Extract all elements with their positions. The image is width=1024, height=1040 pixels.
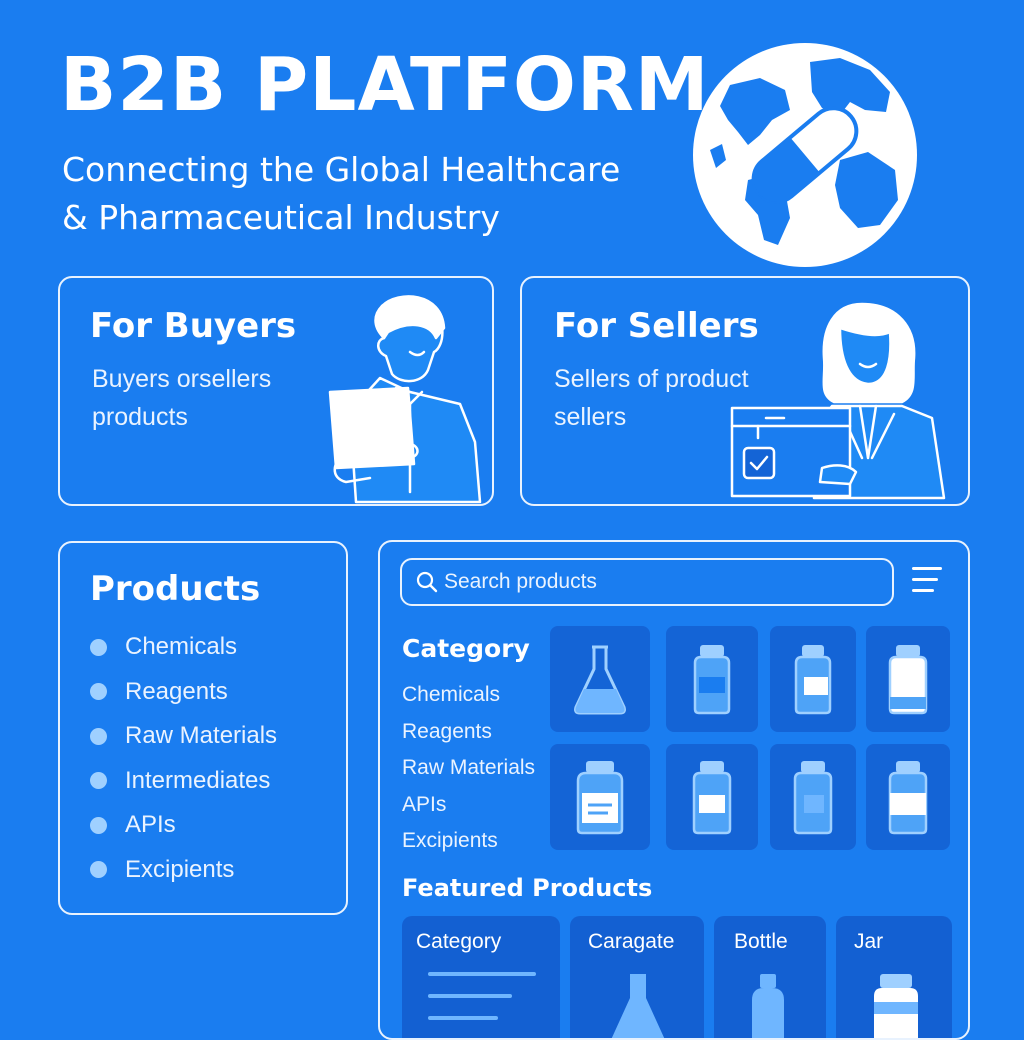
list-item[interactable]: Intermediates bbox=[90, 759, 277, 804]
bottle-icon bbox=[793, 761, 833, 835]
list-item[interactable]: Raw Materials bbox=[90, 714, 277, 759]
featured-card[interactable]: Category bbox=[402, 916, 560, 1038]
products-list: Chemicals Reagents Raw Materials Interme… bbox=[90, 625, 277, 892]
jar-icon bbox=[874, 974, 918, 1038]
bottle-icon bbox=[752, 974, 784, 1038]
featured-card-label: Jar bbox=[854, 930, 884, 953]
list-item[interactable]: APIs bbox=[90, 803, 277, 848]
page-title: B2B PLATFORM bbox=[60, 42, 710, 128]
list-item[interactable]: Chemicals bbox=[90, 625, 277, 670]
catalog-panel: Search products Category Chemicals Reage… bbox=[378, 540, 970, 1040]
product-tile[interactable] bbox=[666, 626, 758, 732]
product-tile[interactable] bbox=[866, 744, 950, 850]
product-item-label: Reagents bbox=[125, 677, 228, 705]
product-tile[interactable] bbox=[666, 744, 758, 850]
product-item-label: Chemicals bbox=[125, 633, 238, 661]
flask-icon bbox=[611, 974, 665, 1038]
bullet-icon bbox=[90, 816, 107, 834]
category-heading: Category bbox=[402, 634, 530, 663]
list-item[interactable]: Reagents bbox=[90, 670, 277, 715]
bottle-icon bbox=[794, 645, 832, 715]
category-list: Chemicals Reagents Raw Materials APIs Ex… bbox=[402, 677, 535, 860]
buyers-desc-line-2: products bbox=[92, 403, 188, 431]
category-item[interactable]: Raw Materials bbox=[402, 756, 536, 779]
featured-card-label: Bottle bbox=[734, 930, 788, 953]
bottle-icon bbox=[576, 761, 624, 835]
menu-icon[interactable] bbox=[912, 567, 942, 595]
featured-card-label: Category bbox=[416, 930, 502, 953]
featured-heading: Featured Products bbox=[402, 874, 653, 902]
product-tile[interactable] bbox=[866, 626, 950, 732]
bullet-icon bbox=[90, 861, 107, 879]
bottle-icon bbox=[888, 645, 928, 715]
sellers-desc-line-1: Sellers of product bbox=[554, 365, 749, 393]
buyers-desc-line-1: Buyers orsellers bbox=[92, 365, 272, 393]
featured-card-label: Caragate bbox=[588, 930, 675, 953]
product-item-label: Intermediates bbox=[125, 766, 271, 794]
bullet-icon bbox=[90, 772, 107, 790]
bottle-icon bbox=[692, 761, 732, 835]
featured-card[interactable]: Bottle bbox=[714, 916, 826, 1038]
category-item[interactable]: Reagents bbox=[402, 719, 492, 743]
sellers-description: Sellers of product sellers bbox=[554, 360, 749, 436]
featured-card[interactable]: Caragate bbox=[570, 916, 704, 1038]
buyers-description: Buyers orsellers products bbox=[92, 360, 271, 436]
subtitle-line-1: Connecting the Global Healthcare bbox=[62, 150, 621, 189]
buyers-card[interactable]: For Buyers Buyers orsellers products bbox=[58, 276, 494, 506]
featured-card[interactable]: Jar bbox=[836, 916, 952, 1038]
product-tile[interactable] bbox=[770, 626, 856, 732]
page-subtitle: Connecting the Global Healthcare & Pharm… bbox=[62, 146, 702, 242]
buyers-title: For Buyers bbox=[90, 306, 297, 346]
bullet-icon bbox=[90, 638, 107, 656]
product-item-label: APIs bbox=[125, 811, 176, 839]
buyer-illustration bbox=[328, 295, 482, 504]
products-panel: Products Chemicals Reagents Raw Material… bbox=[58, 541, 348, 915]
product-tile[interactable] bbox=[770, 744, 856, 850]
subtitle-line-2: & Pharmaceutical Industry bbox=[62, 198, 500, 237]
bottle-icon bbox=[693, 645, 731, 715]
product-item-label: Excipients bbox=[125, 855, 235, 883]
seller-illustration bbox=[730, 302, 946, 500]
search-icon bbox=[416, 571, 438, 593]
product-item-label: Raw Materials bbox=[125, 722, 278, 750]
sellers-desc-line-2: sellers bbox=[554, 403, 627, 431]
sellers-card[interactable]: For Sellers Sellers of product sellers bbox=[520, 276, 970, 506]
category-item[interactable]: Excipients bbox=[402, 829, 498, 852]
bullet-icon bbox=[90, 727, 107, 745]
sellers-title: For Sellers bbox=[554, 306, 759, 346]
globe-with-capsule-icon bbox=[693, 43, 917, 267]
products-title: Products bbox=[90, 569, 261, 609]
category-item[interactable]: Chemicals bbox=[402, 683, 501, 706]
product-tile[interactable] bbox=[550, 626, 650, 732]
list-item[interactable]: Excipients bbox=[90, 848, 277, 893]
search-input[interactable]: Search products bbox=[400, 558, 894, 606]
product-tile[interactable] bbox=[550, 744, 650, 850]
search-placeholder: Search products bbox=[444, 570, 597, 593]
bullet-icon bbox=[90, 683, 107, 701]
category-item[interactable]: APIs bbox=[402, 792, 447, 816]
flask-icon bbox=[574, 645, 626, 715]
bottle-icon bbox=[888, 761, 928, 835]
